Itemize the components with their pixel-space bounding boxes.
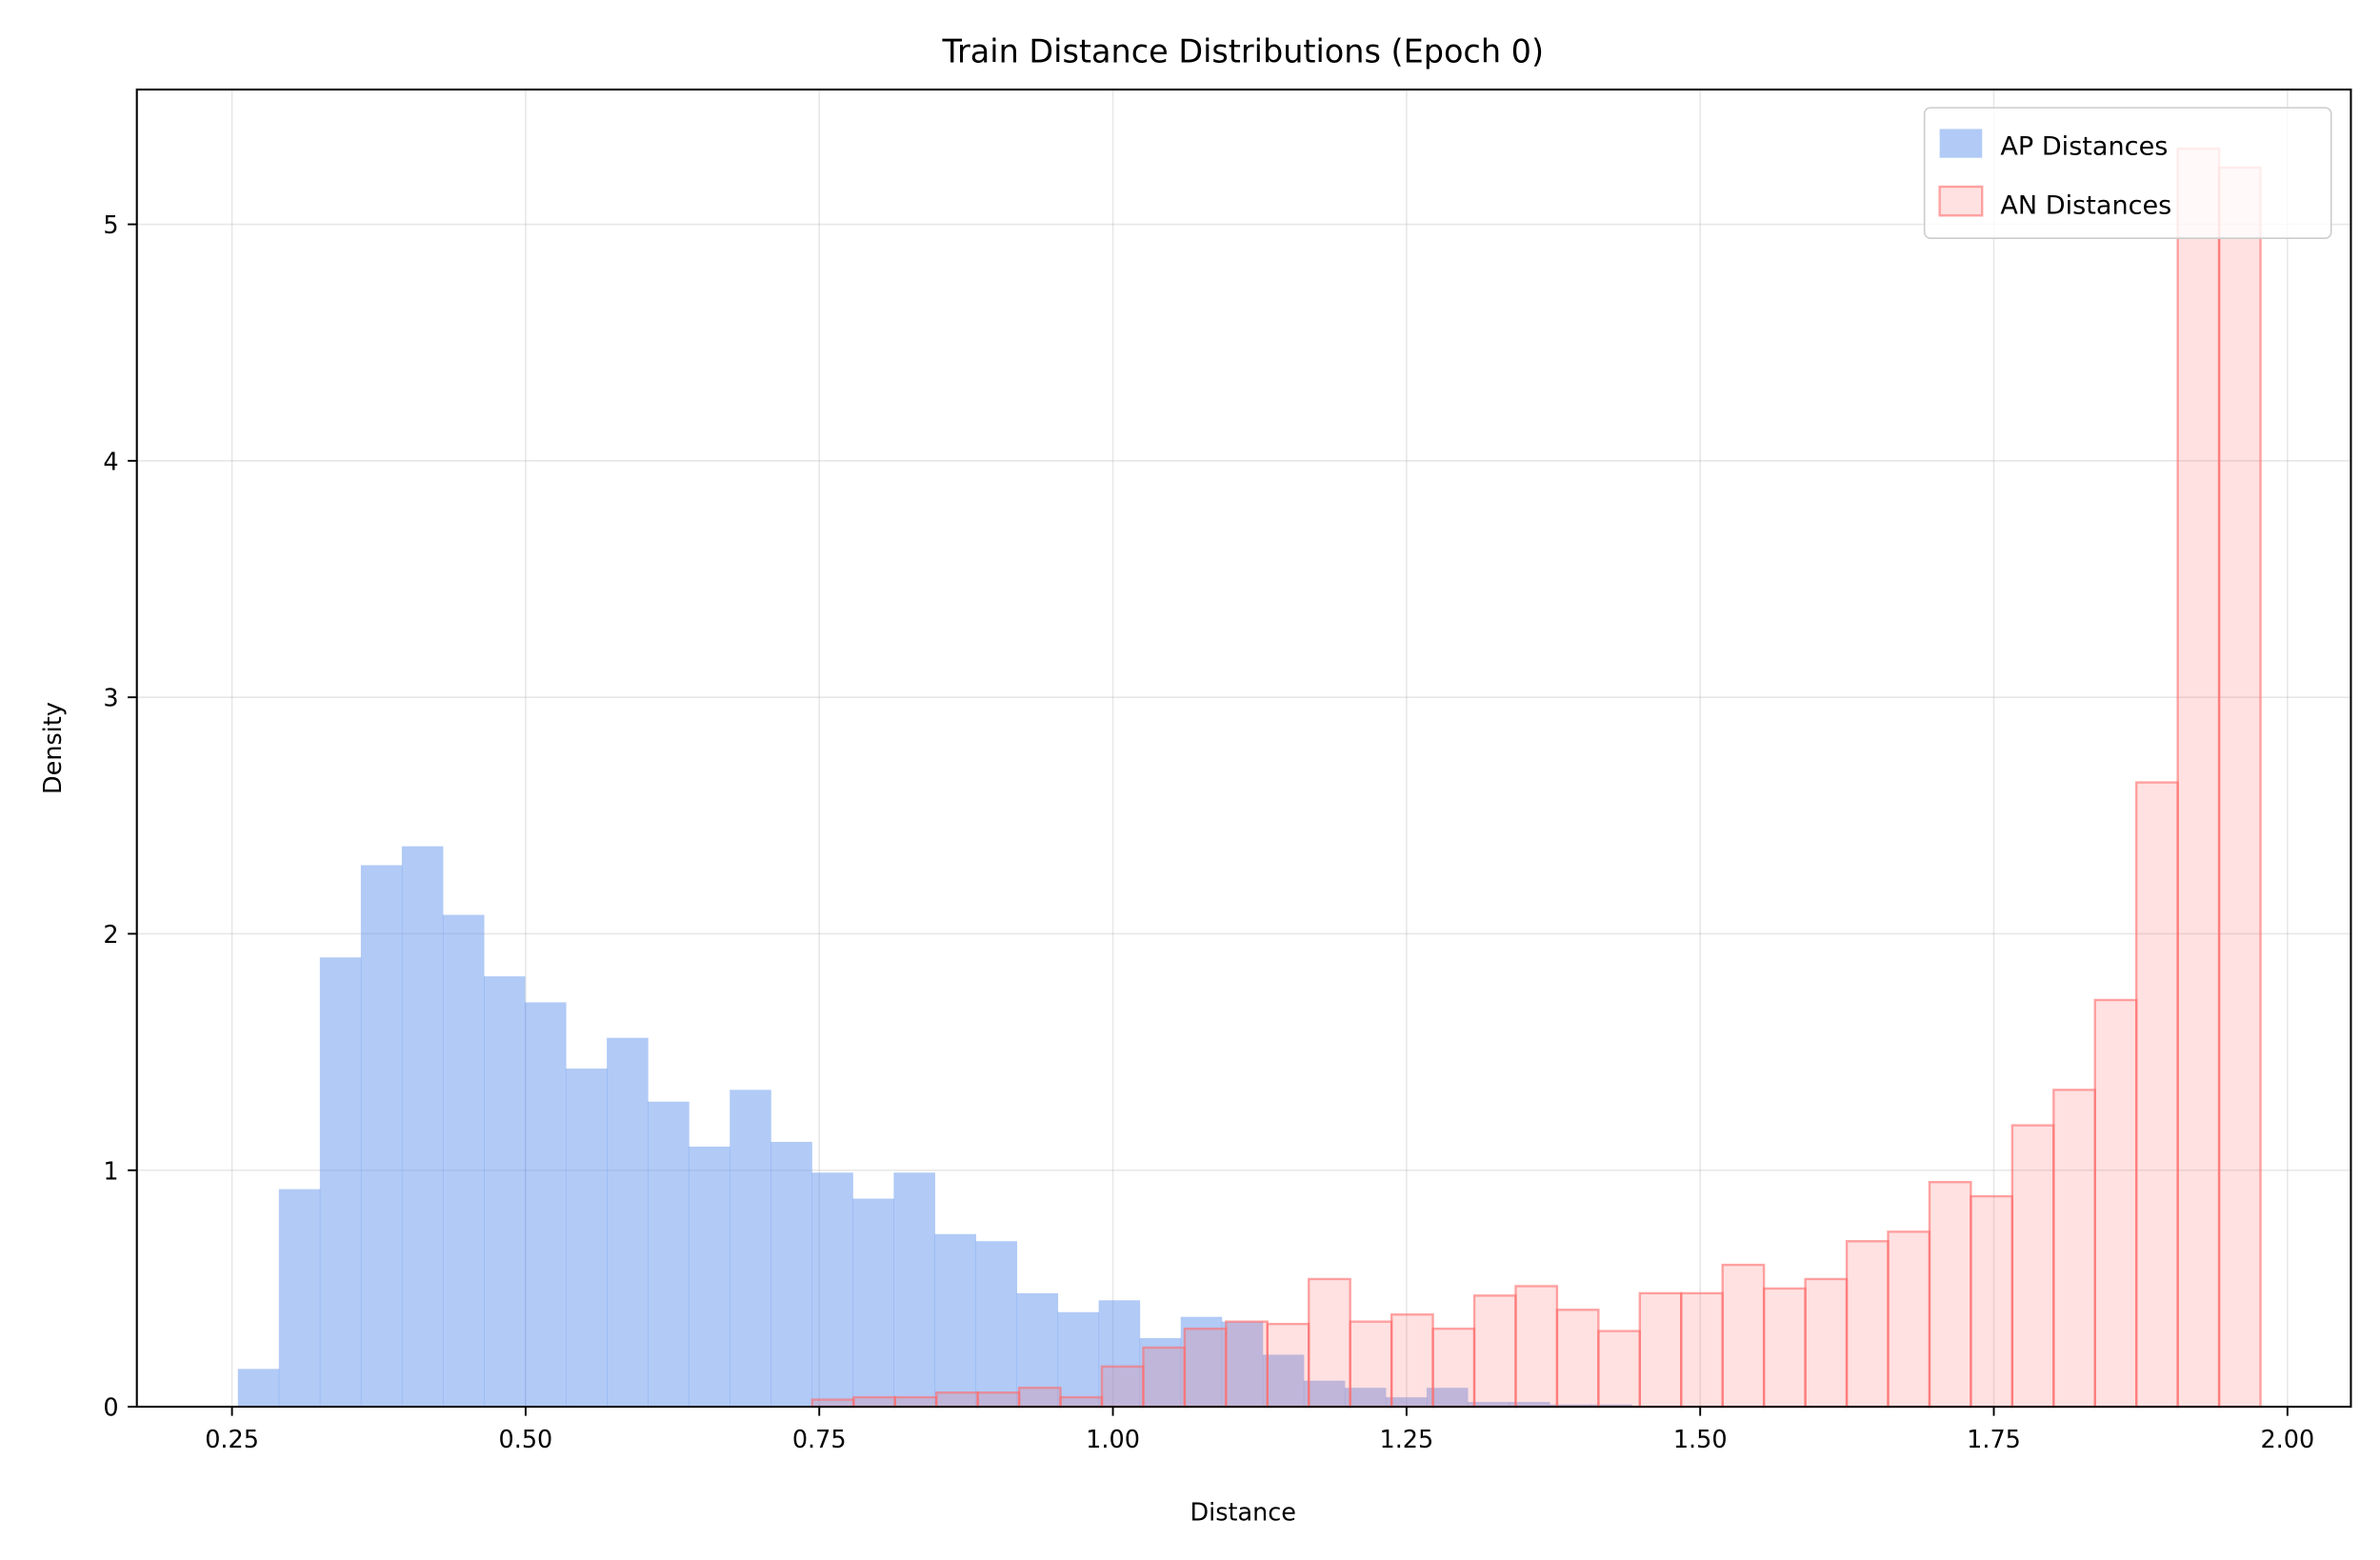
an-bar <box>1349 1320 1393 1409</box>
ap-bar <box>1344 1388 1387 1408</box>
an-bar <box>1928 1180 1972 1409</box>
legend-swatch-ap <box>1939 129 1983 158</box>
an-bar <box>2176 147 2221 1409</box>
ap-bar <box>607 1037 649 1408</box>
an-bar <box>893 1395 938 1409</box>
ap-bar <box>1590 1404 1632 1408</box>
an-bar <box>2217 166 2262 1409</box>
an-bar <box>1845 1240 1890 1409</box>
plot-frame <box>135 88 2352 1409</box>
y-tick-label: 0 <box>103 1394 118 1423</box>
an-bar <box>1142 1346 1187 1409</box>
x-tick-label: 1.25 <box>1380 1426 1434 1454</box>
ap-bar <box>689 1146 730 1408</box>
ap-bars <box>237 846 1632 1408</box>
an-bar <box>1183 1327 1228 1409</box>
ap-bar <box>1509 1402 1550 1408</box>
an-bar <box>1390 1313 1434 1409</box>
y-tick-label: 1 <box>103 1157 118 1186</box>
an-bar <box>2093 998 2138 1409</box>
an-bar <box>976 1390 1021 1409</box>
an-bar <box>1308 1277 1351 1409</box>
legend-label-ap: AP Distances <box>2000 132 2168 162</box>
x-tick-label: 2.00 <box>2260 1426 2314 1454</box>
an-bar <box>1721 1263 1766 1409</box>
an-bar <box>2134 781 2179 1409</box>
y-tick-label: 4 <box>103 448 118 476</box>
an-bar <box>1431 1327 1476 1409</box>
an-bar <box>1762 1287 1807 1409</box>
ap-bar <box>975 1241 1018 1408</box>
ap-bar <box>648 1101 690 1408</box>
ap-bar <box>1303 1380 1346 1408</box>
an-bar <box>1970 1194 2014 1409</box>
x-tick-label: 1.75 <box>1967 1426 2021 1454</box>
ap-bar <box>1098 1300 1141 1408</box>
ap-bar <box>442 914 485 1408</box>
y-axis: 0 1 2 3 4 5 <box>103 211 137 1423</box>
an-bar <box>1638 1291 1683 1409</box>
an-bar <box>1017 1387 1062 1409</box>
ap-bar <box>360 865 403 1408</box>
an-bar <box>1597 1330 1642 1409</box>
ap-bar <box>934 1233 976 1408</box>
ap-bar <box>730 1090 771 1408</box>
ap-bar <box>893 1172 935 1408</box>
an-bar <box>852 1395 896 1409</box>
x-tick-label: 0.75 <box>792 1426 847 1454</box>
x-axis-label: Distance <box>1190 1499 1296 1528</box>
y-tick-label: 5 <box>103 211 118 240</box>
an-bar <box>1514 1285 1559 1409</box>
ap-bar <box>1057 1311 1100 1408</box>
y-tick-label: 2 <box>103 921 118 950</box>
an-bars <box>810 147 2262 1409</box>
an-bar <box>1059 1395 1104 1409</box>
ap-bar <box>1385 1397 1428 1408</box>
an-bar <box>810 1398 855 1409</box>
ap-bar <box>1221 1321 1264 1408</box>
an-bar <box>1887 1230 1931 1409</box>
x-tick-label: 0.50 <box>499 1426 553 1454</box>
ap-bar <box>278 1189 321 1408</box>
ap-bar <box>1139 1338 1182 1408</box>
ap-bar <box>319 957 362 1408</box>
an-bar <box>1680 1291 1724 1409</box>
x-tick-label: 1.50 <box>1673 1426 1728 1454</box>
x-tick-label: 0.25 <box>205 1426 259 1454</box>
an-bar <box>934 1390 979 1409</box>
an-bar <box>1225 1320 1269 1409</box>
ap-bar <box>852 1198 894 1408</box>
ap-bar <box>566 1068 608 1408</box>
an-bar <box>2052 1089 2096 1409</box>
ap-bar <box>237 1369 280 1408</box>
ap-bar <box>1262 1354 1305 1408</box>
chart-title: Train Distance Distributions (Epoch 0) <box>942 32 1544 70</box>
an-bar <box>1100 1365 1145 1409</box>
ap-bar <box>1468 1402 1510 1408</box>
y-axis-label: Density <box>39 702 68 794</box>
y-tick-label: 3 <box>103 685 118 713</box>
ap-bar <box>1550 1404 1591 1408</box>
ap-bar <box>525 1002 567 1408</box>
ap-bar <box>484 976 526 1408</box>
ap-bar <box>401 846 444 1408</box>
ap-bar <box>1180 1316 1223 1408</box>
ap-bar <box>770 1141 812 1408</box>
legend-label-an: AN Distances <box>2000 191 2171 221</box>
legend: AP Distances AN Distances <box>1923 107 2332 239</box>
an-bar <box>1472 1294 1517 1409</box>
legend-swatch-an <box>1938 185 1984 217</box>
an-bar <box>1804 1277 1849 1409</box>
x-tick-label: 1.00 <box>1086 1426 1140 1454</box>
an-bar <box>1555 1309 1600 1409</box>
an-bar <box>1266 1322 1310 1409</box>
ap-bar <box>811 1172 853 1408</box>
ap-bar <box>1426 1388 1469 1408</box>
x-axis: 0.25 0.50 0.75 1.00 1.25 1.50 1.75 2.00 <box>205 1407 2314 1454</box>
an-bar <box>2010 1124 2055 1409</box>
